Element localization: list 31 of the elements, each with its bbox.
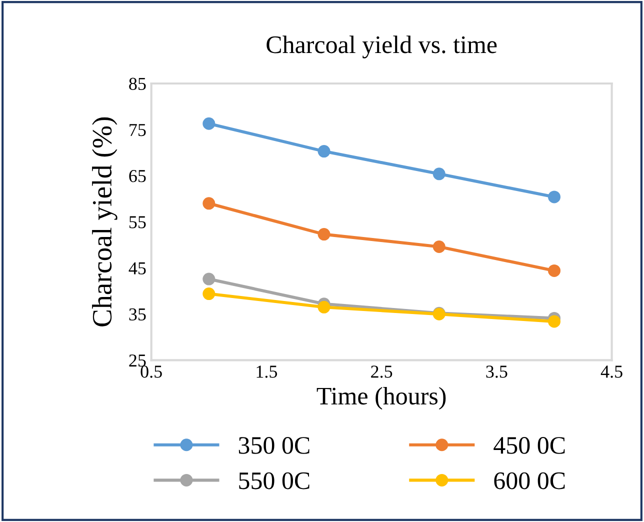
- y-tick-label: 75: [130, 124, 146, 136]
- y-axis-title: Charcoal yield (%): [92, 117, 118, 326]
- x-tick-label: 2.5: [371, 366, 392, 378]
- point: [202, 117, 216, 130]
- legend-label: 550 0C: [239, 472, 310, 490]
- legend-label: 600 0C: [494, 472, 565, 490]
- point: [202, 197, 216, 210]
- point: [432, 168, 446, 180]
- point: [318, 228, 330, 241]
- x-tick-label: 4.5: [600, 366, 622, 378]
- point: [318, 145, 330, 158]
- point: [548, 315, 560, 328]
- point: [548, 190, 560, 204]
- y-tick-label: 85: [129, 78, 146, 90]
- chart-title: Charcoal yield vs. time: [266, 36, 497, 58]
- legend-label: 450 0C: [494, 437, 565, 454]
- y-tick-label: 25: [129, 354, 146, 367]
- x-tick-label: 1.5: [256, 366, 278, 378]
- legend-label: 350 0C: [238, 437, 310, 454]
- y-tick-label: 55: [129, 216, 146, 228]
- y-tick-label: 35: [129, 308, 146, 321]
- point: [548, 264, 560, 277]
- x-tick-label: 0.5: [140, 366, 162, 378]
- point: [318, 300, 330, 314]
- x-axis-title: Time (hours): [316, 386, 446, 410]
- y-tick-label: 45: [128, 262, 146, 274]
- point: [432, 240, 446, 253]
- point: [202, 288, 216, 300]
- x-tick-label: 3.5: [486, 366, 508, 378]
- point: [202, 272, 216, 286]
- y-tick-label: 65: [129, 170, 146, 182]
